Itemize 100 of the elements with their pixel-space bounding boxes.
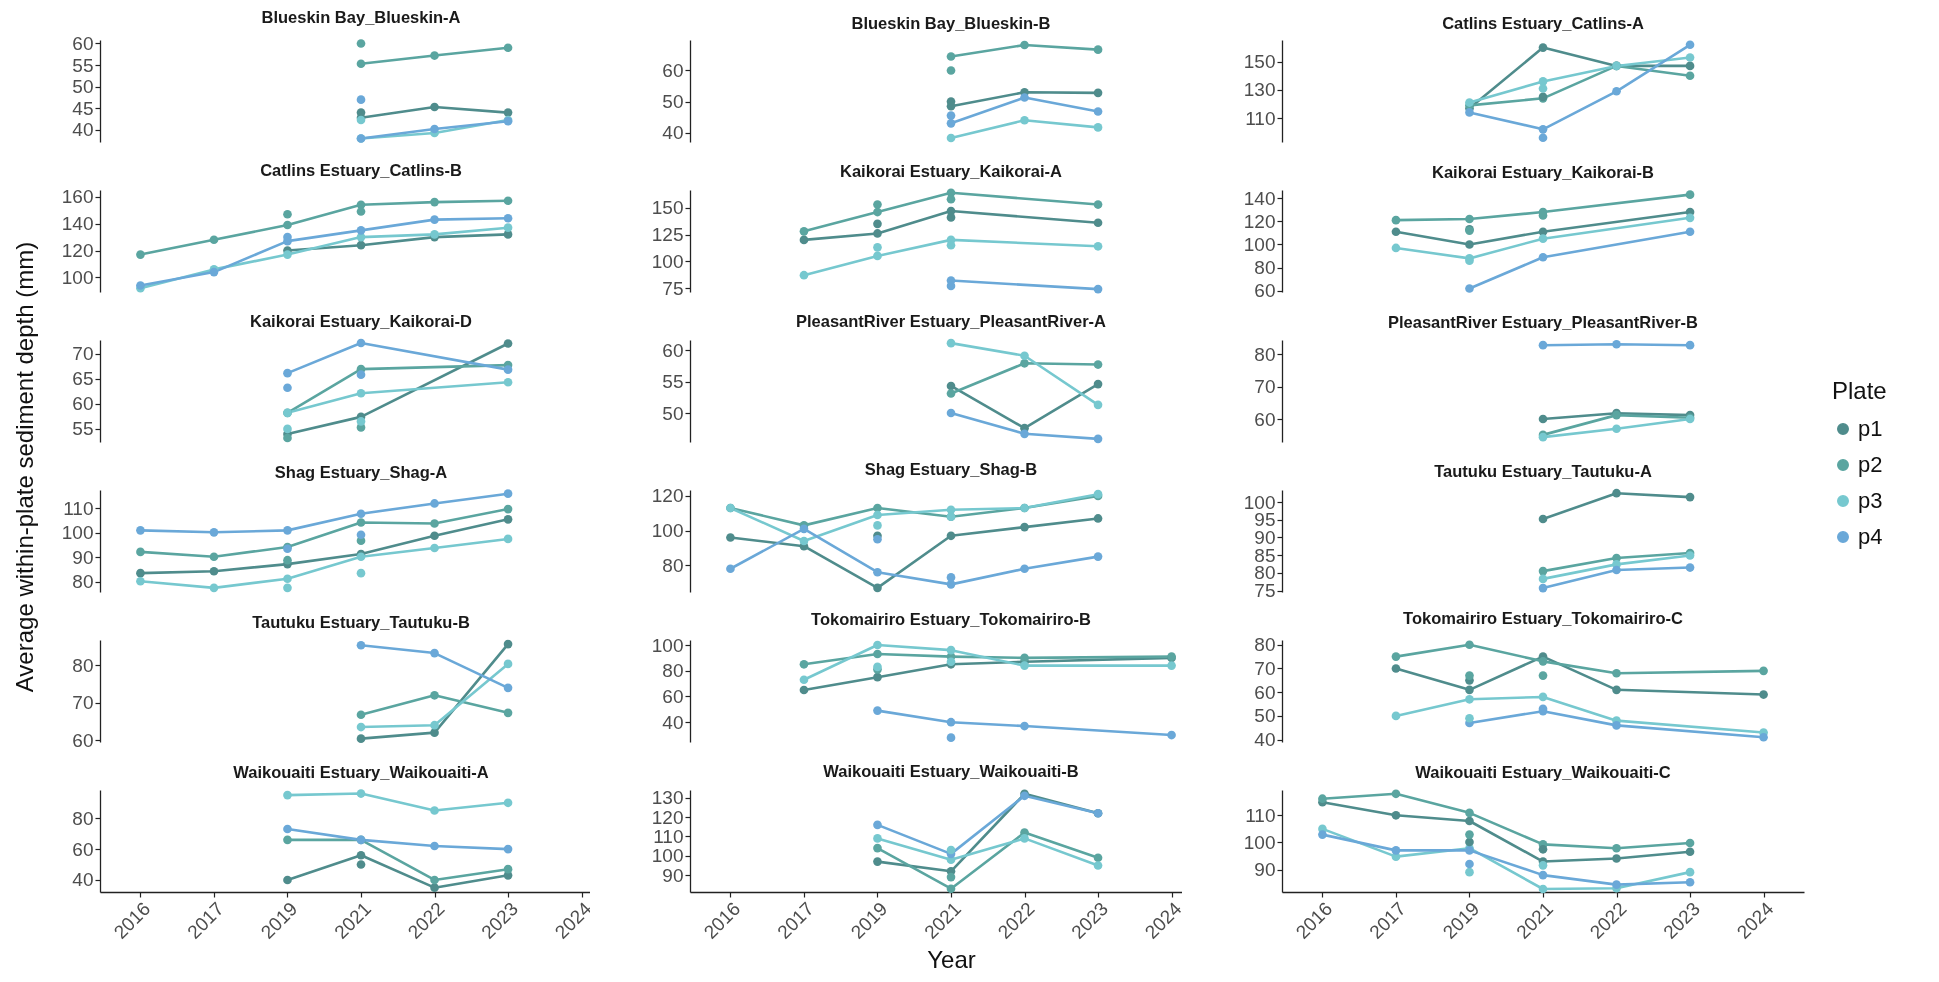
y-tick-label: 100 xyxy=(651,250,684,272)
point xyxy=(1612,424,1621,434)
point xyxy=(1465,685,1474,695)
point xyxy=(356,509,366,519)
point xyxy=(1612,685,1621,695)
y-tick-label: 40 xyxy=(662,711,684,733)
point xyxy=(1020,429,1029,439)
y-tick-label: 90 xyxy=(1254,859,1276,881)
point xyxy=(503,196,513,206)
point xyxy=(1612,668,1621,678)
point xyxy=(1685,40,1695,50)
point xyxy=(356,39,366,48)
point xyxy=(430,499,439,508)
point xyxy=(1391,664,1401,673)
y-tick-label: 80 xyxy=(72,654,94,676)
point xyxy=(503,108,513,117)
point xyxy=(356,207,366,216)
chart-title: Tautuku Estuary_Tautuku-A xyxy=(1434,462,1652,481)
point xyxy=(1612,854,1621,863)
point xyxy=(1167,730,1176,740)
y-tick-label: 70 xyxy=(1254,376,1276,398)
point xyxy=(946,97,956,106)
point xyxy=(430,806,439,815)
y-tick-label: 140 xyxy=(61,213,94,235)
point xyxy=(430,197,439,207)
point xyxy=(1391,215,1401,225)
point xyxy=(873,510,882,520)
point xyxy=(1465,240,1474,249)
y-tick-label: 80 xyxy=(72,807,94,829)
point xyxy=(283,875,292,885)
point xyxy=(503,708,513,718)
point xyxy=(1538,861,1548,870)
point xyxy=(136,576,145,586)
point xyxy=(430,102,439,112)
y-tick-label: 60 xyxy=(72,32,94,54)
chart-title: Blueskin Bay_Blueskin-B xyxy=(851,13,1051,32)
y-tick-label: 60 xyxy=(662,339,684,361)
point xyxy=(503,365,513,374)
point xyxy=(503,377,513,387)
point xyxy=(283,383,292,393)
point xyxy=(946,66,956,75)
point xyxy=(1612,339,1621,349)
point xyxy=(1020,358,1029,368)
point xyxy=(799,685,809,695)
point xyxy=(1093,107,1103,116)
point xyxy=(1465,284,1474,293)
y-tick-label: 160 xyxy=(61,186,94,208)
point xyxy=(1020,564,1029,574)
y-tick-label: 100 xyxy=(651,520,684,542)
chart-title: Tokomairiro Estuary_Tokomairiro-C xyxy=(1403,609,1684,628)
point xyxy=(799,524,809,534)
point xyxy=(1391,846,1401,855)
point xyxy=(430,543,439,553)
y-tick-label: 55 xyxy=(72,418,94,440)
point xyxy=(1612,86,1621,96)
legend-title: Plate xyxy=(1832,377,1887,404)
point xyxy=(1538,574,1548,584)
point xyxy=(1685,563,1695,572)
chart-title: PleasantRiver Estuary_PleasantRiver-B xyxy=(1388,313,1699,332)
point xyxy=(946,389,956,398)
point xyxy=(356,640,366,650)
point xyxy=(1093,552,1103,561)
point xyxy=(1020,721,1029,731)
y-tick-label: 80 xyxy=(1254,634,1276,656)
point xyxy=(1465,640,1474,650)
point xyxy=(1020,653,1029,663)
point xyxy=(1093,284,1103,294)
point xyxy=(503,489,513,498)
point xyxy=(1685,877,1695,887)
point xyxy=(503,844,513,854)
point xyxy=(873,200,882,209)
point xyxy=(283,824,292,834)
point xyxy=(283,574,292,584)
point xyxy=(283,250,292,259)
point xyxy=(503,683,513,693)
y-tick-label: 60 xyxy=(72,838,94,860)
y-tick-label: 60 xyxy=(72,729,94,751)
y-tick-label: 50 xyxy=(1254,705,1276,727)
point xyxy=(283,220,292,230)
point xyxy=(1391,243,1401,253)
point xyxy=(1391,810,1401,820)
point xyxy=(873,706,882,715)
point xyxy=(1538,583,1548,593)
legend-label: p1 xyxy=(1858,416,1883,441)
chart-title: PleasantRiver Estuary_PleasantRiver-A xyxy=(796,312,1107,331)
y-tick-label: 60 xyxy=(1254,681,1276,703)
point xyxy=(1538,340,1548,350)
point xyxy=(1093,218,1103,228)
point xyxy=(356,240,366,250)
point xyxy=(283,209,292,219)
y-tick-label: 75 xyxy=(662,277,684,299)
legend-label: p2 xyxy=(1858,452,1883,477)
point xyxy=(1093,88,1103,98)
point xyxy=(503,534,513,544)
y-tick-label: 100 xyxy=(61,266,94,288)
y-tick-label: 55 xyxy=(72,54,94,76)
point xyxy=(1685,340,1695,350)
chart-title: Waikouaiti Estuary_Waikouaiti-C xyxy=(1415,762,1671,781)
point xyxy=(430,875,439,885)
point xyxy=(503,798,513,808)
